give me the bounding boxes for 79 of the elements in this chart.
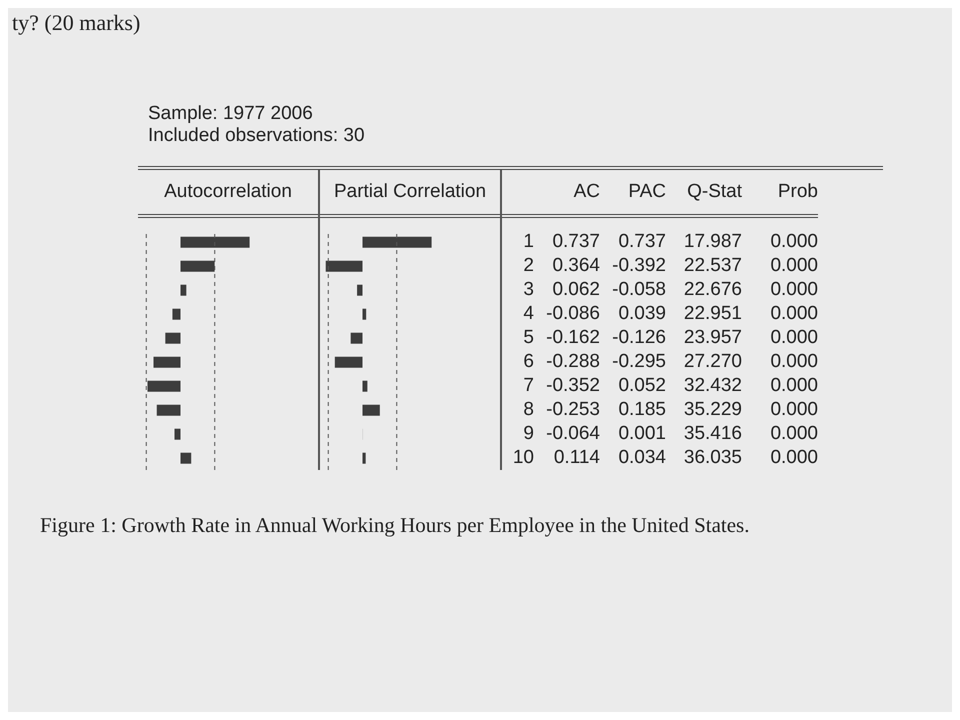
text: 32.432 [682, 374, 742, 398]
data-label: -0.253 [545, 398, 600, 422]
text: 22.676 [682, 278, 742, 302]
bar [172, 308, 180, 320]
data-label: -0.086 [545, 302, 600, 326]
text: Sample: 1977 2006 [148, 103, 314, 125]
text: 22.537 [682, 254, 742, 278]
bar [174, 428, 180, 440]
bar [362, 404, 380, 416]
bar [362, 452, 366, 464]
y-tick-label: 9 [522, 422, 534, 446]
y-tick-label: 3 [522, 278, 534, 302]
text: 0.000 [769, 398, 818, 422]
text: 0.000 [769, 278, 818, 302]
data-label: 0.737 [617, 230, 666, 254]
data-label: -0.058 [611, 278, 666, 302]
data-label: -0.295 [611, 350, 666, 374]
text: 0.000 [769, 326, 818, 350]
text: Prob [742, 170, 818, 218]
text: 22.951 [682, 302, 742, 326]
bar [154, 356, 180, 368]
bar [362, 236, 432, 248]
bar [180, 236, 250, 248]
data-label: 0.737 [551, 230, 600, 254]
data-label: -0.064 [545, 422, 600, 446]
text: PAC [628, 181, 666, 203]
chart-title: Partial Correlation [320, 170, 500, 218]
data-label: 0.001 [617, 422, 666, 446]
data-label: -0.162 [545, 326, 600, 350]
text: 27.270 [682, 350, 742, 374]
data-label: 0.062 [551, 278, 600, 302]
text: 36.035 [682, 446, 742, 470]
text: Q-Stat [666, 170, 742, 218]
data-label: -0.352 [545, 374, 600, 398]
text: 0.000 [769, 374, 818, 398]
chart-title: Autocorrelation [138, 170, 318, 218]
text: 0.000 [769, 254, 818, 278]
text: ty? (20 marks) [12, 10, 140, 36]
data-label: 0.114 [552, 446, 600, 470]
y-tick-label: 1 [522, 230, 534, 254]
bar [180, 452, 192, 464]
bar [180, 284, 186, 296]
data-label: -0.392 [611, 254, 666, 278]
text: 0.000 [769, 422, 818, 446]
y-tick-label: 7 [522, 374, 534, 398]
text: 35.229 [682, 398, 742, 422]
y-tick-label: 4 [522, 302, 534, 326]
text: 0.000 [769, 302, 818, 326]
y-tick-label: 5 [522, 326, 534, 350]
data-label: 0.185 [617, 398, 666, 422]
text: AC [574, 181, 600, 203]
data-label: 0.364 [551, 254, 600, 278]
data-label: 0.034 [617, 446, 666, 470]
bar [180, 260, 215, 272]
text: 0.000 [769, 350, 818, 374]
data-label: 0.052 [617, 374, 666, 398]
y-tick-label: 6 [522, 350, 534, 374]
data-label: -0.126 [611, 326, 666, 350]
bar [357, 284, 362, 296]
text: Included observations: 30 [148, 125, 365, 147]
text: 0.000 [769, 446, 818, 470]
bar [362, 308, 366, 320]
y-tick-label: 2 [522, 254, 534, 278]
bar [350, 332, 362, 344]
y-tick-label: 8 [522, 398, 534, 422]
bar [326, 260, 362, 272]
text: 0.000 [769, 230, 818, 254]
data-label: 0.039 [617, 302, 666, 326]
caption: Figure 1: Growth Rate in Annual Working Hours per Employee in the United States. [40, 513, 750, 538]
text: 35.416 [682, 422, 742, 446]
y-tick-label: 10 [512, 446, 534, 470]
bar [148, 380, 180, 392]
bar [165, 332, 180, 344]
bar [334, 356, 362, 368]
bar [156, 404, 180, 416]
data-label: -0.288 [545, 350, 600, 374]
bar [362, 380, 368, 392]
text: 23.957 [682, 326, 742, 350]
text: 17.987 [682, 230, 742, 254]
